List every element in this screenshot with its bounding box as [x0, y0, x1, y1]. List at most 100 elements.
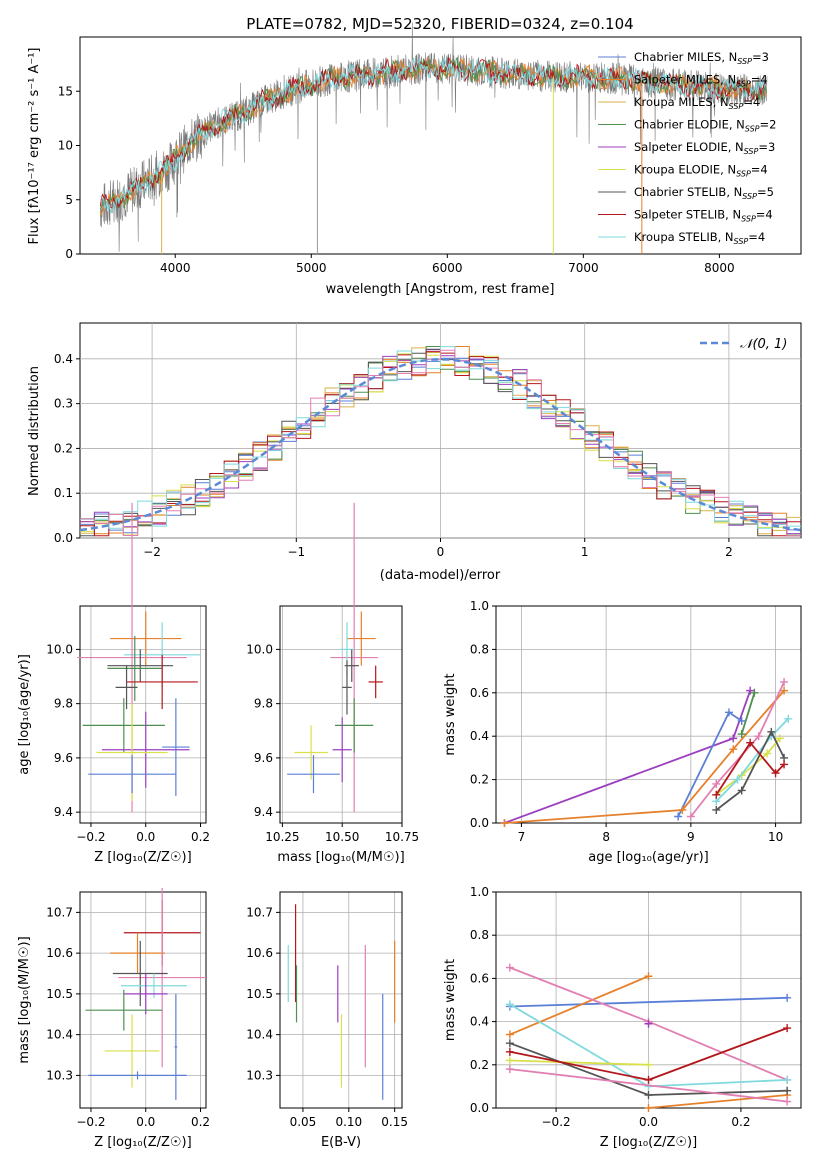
- error-bar-point: [368, 665, 383, 699]
- plus-marker: [505, 1065, 514, 1074]
- x-tick-label: 9: [687, 830, 695, 844]
- plus-marker: [733, 775, 742, 784]
- plus-marker: [505, 1056, 514, 1065]
- axes-frame: [79, 891, 207, 1109]
- x-tick-label: 4000: [160, 261, 191, 275]
- model-spectrum-line: [100, 57, 767, 213]
- x-tick-label: 0.05: [290, 1115, 317, 1129]
- y-tick-label: 5: [65, 193, 73, 207]
- x-tick-label: 0.15: [381, 1115, 408, 1129]
- normal-legend-label: 𝒩(0, 1): [740, 337, 787, 352]
- plus-marker: [505, 1000, 514, 1009]
- y-tick-label: 10.5: [246, 987, 273, 1001]
- plus-marker: [644, 1075, 653, 1084]
- series-line: [715, 718, 789, 802]
- legend-label: Kroupa ELODIE, NSSP=4: [634, 163, 768, 179]
- error-bar-point: [287, 755, 340, 794]
- x-tick-label: 10.75: [385, 830, 419, 844]
- series-line: [690, 681, 785, 818]
- y-tick-label: 0.8: [470, 642, 489, 656]
- x-tick-label: 0: [437, 545, 445, 559]
- plus-marker: [500, 819, 509, 827]
- y-tick-label: 0: [65, 247, 73, 261]
- plus-marker: [780, 677, 789, 686]
- model-spectrum-line: [99, 57, 767, 210]
- plus-marker: [783, 1086, 792, 1095]
- y-tick-label: 9.8: [54, 697, 73, 711]
- y-tick-label: 10.4: [46, 1028, 73, 1042]
- histogram-step: [80, 349, 801, 537]
- x-tick-label: 5000: [296, 261, 327, 275]
- series-line: [504, 690, 785, 824]
- series-line: [509, 1059, 649, 1066]
- model-spectrum-line: [99, 57, 767, 216]
- error-bar-point: [174, 993, 178, 1100]
- error-bar-point: [110, 611, 182, 666]
- age-vs-mass-panel: 10.25 10.50 10.75 9.4 9.6 9.8 10.0 mass [log₁₀(…: [246, 502, 419, 865]
- error-bar-point: [126, 654, 198, 710]
- plus-marker: [644, 972, 653, 981]
- y-tick-label: 10.4: [246, 1028, 273, 1042]
- plus-marker: [737, 730, 746, 739]
- spectrum-ylabel: Flux [fλ10⁻¹⁷ erg cm⁻² s⁻¹ A⁻¹]: [27, 48, 42, 245]
- y-tick-label: 0.8: [470, 928, 489, 942]
- weight-vs-age-panel: 7 8 9 10 0.0 0.2 0.4 0.6 0.8 1.0 age [log₁₀(age/yr…: [443, 599, 802, 865]
- error-bar-point: [88, 755, 176, 794]
- y-tick-label: 9.4: [254, 805, 273, 819]
- plus-marker: [712, 790, 721, 799]
- y-tick-label: 10.7: [246, 905, 273, 919]
- plus-marker: [784, 714, 793, 723]
- legend-label: Salpeter MILES, NSSP=4: [634, 73, 768, 89]
- error-bar-point: [162, 698, 190, 796]
- weight-vs-z-panel: −0.2 0.0 0.2 0.0 0.2 0.4 0.6 0.8 1.0 Z [log₁₀(Z/Z…: [443, 885, 802, 1150]
- x-axis-label: age [log₁₀(age/yr)]: [588, 850, 709, 865]
- y-tick-label: 10.3: [246, 1068, 273, 1082]
- y-tick-label: 15: [58, 84, 73, 98]
- x-tick-label: 2: [725, 545, 733, 559]
- x-tick-label: 8: [602, 830, 610, 844]
- plus-marker: [644, 1091, 653, 1100]
- plus-marker: [750, 688, 759, 697]
- error-bar-point: [342, 660, 352, 715]
- legend-label: Salpeter ELODIE, NSSP=3: [634, 140, 775, 156]
- x-tick-label: 6000: [432, 261, 463, 275]
- y-tick-label: 9.6: [54, 751, 73, 765]
- y-axis-label: mass weight: [443, 673, 458, 755]
- legend-label: Chabrier STELIB, NSSP=5: [634, 185, 774, 201]
- plus-marker: [644, 1019, 653, 1028]
- x-axis-label: mass [log₁₀(M/M☉)]: [277, 850, 404, 865]
- plus-marker: [775, 734, 784, 743]
- error-bar-point: [118, 887, 206, 1068]
- x-tick-label: 8000: [704, 261, 735, 275]
- series-line: [509, 996, 788, 1008]
- series-line: [504, 690, 752, 824]
- x-tick-label: 0.2: [731, 1115, 750, 1129]
- legend-label: Chabrier MILES, NSSP=3: [634, 50, 769, 66]
- y-tick-label: 9.6: [254, 751, 273, 765]
- y-tick-label: 0.2: [470, 1058, 489, 1072]
- y-axis-label: age [log₁₀(age/yr)]: [17, 654, 32, 775]
- error-bar-point: [107, 635, 163, 701]
- series-line: [715, 741, 785, 796]
- plus-marker: [505, 963, 514, 972]
- plus-marker: [674, 812, 683, 821]
- x-tick-label: 0.0: [639, 1115, 658, 1129]
- y-tick-label: 9.4: [54, 805, 73, 819]
- error-bar-point: [330, 502, 379, 813]
- normal-curve: [79, 358, 802, 532]
- y-tick-label: 0.6: [470, 686, 489, 700]
- error-bar-point: [112, 940, 168, 1007]
- x-tick-label: −0.2: [76, 830, 105, 844]
- axes-frame: [279, 891, 403, 1109]
- y-tick-label: 1.0: [470, 885, 489, 899]
- x-tick-label: −0.2: [542, 1115, 571, 1129]
- mass-vs-ebv-panel: 0.05 0.10 0.15 10.3 10.4 10.5 10.6 10.7 E(B-V): [246, 891, 408, 1150]
- x-axis-label: Z [log₁₀(Z/Z☉)]: [94, 850, 191, 865]
- plus-marker: [505, 1039, 514, 1048]
- error-bar-point: [110, 932, 165, 974]
- mass-vs-z-panel: −0.2 0.0 0.2 10.3 10.4 10.5 10.6 10.7 Z [log₁₀(Z…: [17, 887, 210, 1150]
- residual-xlabel: (data-model)/error: [380, 568, 501, 583]
- plus-marker: [644, 1060, 653, 1069]
- spectrum-panel: PLATE=0782, MJD=52320, FIBERID=0324, z=0…: [27, 15, 802, 297]
